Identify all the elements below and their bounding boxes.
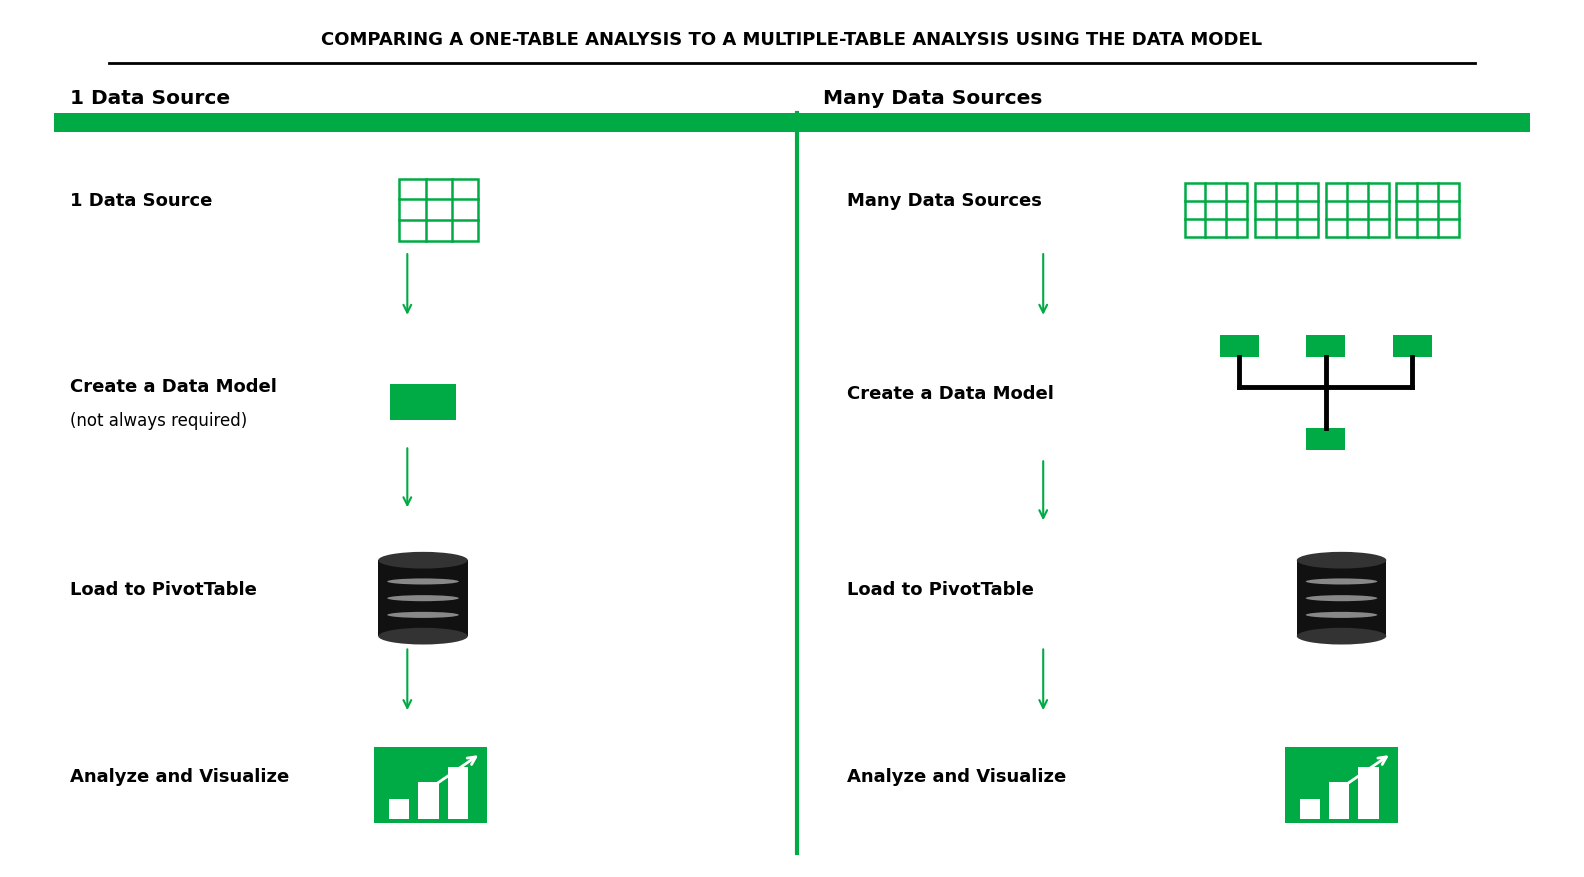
Bar bbox=[1185, 183, 1247, 237]
Bar bbox=[374, 747, 488, 824]
Bar bbox=[390, 384, 456, 420]
Bar bbox=[1285, 747, 1399, 824]
Bar bbox=[1255, 183, 1318, 237]
Text: COMPARING A ONE-TABLE ANALYSIS TO A MULTIPLE-TABLE ANALYSIS USING THE DATA MODEL: COMPARING A ONE-TABLE ANALYSIS TO A MULT… bbox=[322, 31, 1262, 49]
Bar bbox=[399, 179, 478, 241]
Bar bbox=[1359, 766, 1378, 819]
Bar bbox=[1329, 782, 1350, 819]
Text: 1 Data Source: 1 Data Source bbox=[70, 89, 230, 108]
Text: Create a Data Model: Create a Data Model bbox=[70, 378, 277, 396]
Ellipse shape bbox=[386, 579, 459, 584]
Text: 1 Data Source: 1 Data Source bbox=[70, 192, 212, 210]
Bar bbox=[448, 766, 469, 819]
Bar bbox=[1326, 183, 1389, 237]
Bar bbox=[390, 799, 409, 819]
Text: (not always required): (not always required) bbox=[70, 412, 247, 431]
Bar bbox=[1300, 799, 1319, 819]
Bar bbox=[1297, 560, 1386, 636]
Ellipse shape bbox=[386, 595, 459, 602]
Text: Many Data Sources: Many Data Sources bbox=[847, 192, 1042, 210]
Ellipse shape bbox=[386, 612, 459, 618]
Ellipse shape bbox=[1297, 552, 1386, 568]
Text: Load to PivotTable: Load to PivotTable bbox=[847, 581, 1034, 598]
Text: Analyze and Visualize: Analyze and Visualize bbox=[847, 768, 1066, 786]
Text: Many Data Sources: Many Data Sources bbox=[824, 89, 1042, 108]
Bar bbox=[1220, 335, 1259, 357]
Bar bbox=[1392, 335, 1432, 357]
Text: Analyze and Visualize: Analyze and Visualize bbox=[70, 768, 288, 786]
Text: Load to PivotTable: Load to PivotTable bbox=[70, 581, 257, 598]
Bar bbox=[54, 113, 1530, 132]
Ellipse shape bbox=[1305, 579, 1378, 584]
Bar bbox=[418, 782, 439, 819]
Bar bbox=[379, 560, 467, 636]
Ellipse shape bbox=[1305, 612, 1378, 618]
Bar bbox=[1307, 335, 1345, 357]
Ellipse shape bbox=[1305, 595, 1378, 602]
Text: Create a Data Model: Create a Data Model bbox=[847, 385, 1053, 403]
Ellipse shape bbox=[1297, 628, 1386, 645]
Bar bbox=[1397, 183, 1459, 237]
Bar bbox=[1307, 428, 1345, 450]
Ellipse shape bbox=[379, 628, 467, 645]
Ellipse shape bbox=[379, 552, 467, 568]
